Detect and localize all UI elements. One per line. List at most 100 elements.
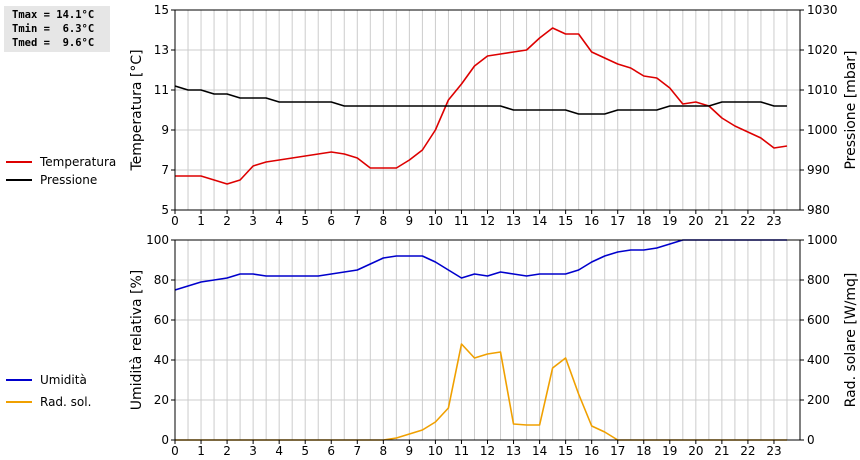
legend-item-pressione: Pressione [6, 171, 116, 189]
y2-tick-label: 200 [807, 393, 830, 407]
x-tick-label: 1 [197, 214, 205, 228]
x-tick-label: 15 [558, 214, 573, 228]
x-tick-label: 2 [223, 214, 231, 228]
y-tick-label: 15 [154, 3, 169, 17]
stat-tmed: Tmed = 9.6°C [12, 37, 95, 49]
x-tick-label: 16 [584, 444, 599, 458]
x-tick-label: 21 [714, 444, 729, 458]
series-line-pressione [174, 85, 787, 115]
legend-item-temperatura: Temperatura [6, 153, 116, 171]
x-tick-label: 4 [275, 444, 283, 458]
x-tick-label: 8 [380, 444, 388, 458]
x-tick-label: 20 [688, 214, 703, 228]
x-tick-label: 9 [406, 214, 414, 228]
series-line-rad-sol- [175, 343, 787, 441]
x-tick-label: 5 [301, 214, 309, 228]
x-tick-label: 23 [766, 214, 781, 228]
series-line-temperatura [175, 27, 788, 185]
y2-tick-label: 1010 [807, 83, 838, 97]
stat-tmin: Tmin = 6.3°C [12, 23, 95, 35]
y-tick-label: 11 [154, 83, 169, 97]
y2-tick-label: 1020 [807, 43, 838, 57]
x-tick-label: 0 [171, 214, 179, 228]
x-tick-label: 23 [766, 444, 781, 458]
x-tick-label: 14 [532, 444, 547, 458]
legend-label-temperatura: Temperatura [40, 155, 117, 169]
legend-label-umidita: Umidità [40, 373, 87, 387]
y-tick-label: 5 [161, 203, 169, 217]
y-tick-label: 20 [154, 393, 169, 407]
x-tick-label: 19 [662, 214, 677, 228]
y2-tick-label: 1030 [807, 3, 838, 17]
x-tick-label: 10 [428, 444, 443, 458]
series-line-umidit- [174, 239, 787, 291]
legend-swatch-temperatura [6, 161, 32, 163]
y-tick-label: 40 [154, 353, 169, 367]
legend-label-radsol: Rad. sol. [40, 395, 92, 409]
x-tick-label: 12 [480, 444, 495, 458]
x-tick-label: 3 [249, 214, 257, 228]
y-tick-label: 9 [161, 123, 169, 137]
x-tick-label: 22 [740, 214, 755, 228]
x-tick-label: 17 [610, 214, 625, 228]
y-tick-label: 0 [161, 433, 169, 447]
y2-tick-label: 0 [807, 433, 815, 447]
legend-item-radsol: Rad. sol. [6, 393, 91, 411]
x-tick-label: 9 [406, 444, 414, 458]
x-tick-label: 7 [353, 214, 361, 228]
x-tick-label: 22 [740, 444, 755, 458]
x-tick-label: 3 [249, 444, 257, 458]
y-tick-label: 60 [154, 313, 169, 327]
y2-tick-label: 800 [807, 273, 830, 287]
y2-tick-label: 600 [807, 313, 830, 327]
x-tick-label: 14 [532, 214, 547, 228]
x-tick-label: 12 [480, 214, 495, 228]
y-tick-label: 80 [154, 273, 169, 287]
x-tick-label: 17 [610, 444, 625, 458]
chart-bottom: 0 1 2 3 4 5 6 7 8 9 10 11 12 13 14 15 16 17 18 19 20 21 22 2302… [129, 233, 859, 458]
x-tick-label: 18 [636, 444, 651, 458]
x-tick-label: 13 [506, 214, 521, 228]
x-tick-label: 1 [197, 444, 205, 458]
y-axis-label: Temperatura [°C] [129, 49, 145, 171]
legend-swatch-pressione [6, 179, 32, 181]
x-tick-label: 16 [584, 214, 599, 228]
y-tick-label: 7 [161, 163, 169, 177]
x-tick-label: 7 [353, 444, 361, 458]
y-tick-label: 100 [146, 233, 169, 247]
y2-tick-label: 1000 [807, 233, 838, 247]
y2-tick-label: 980 [807, 203, 830, 217]
legend-label-pressione: Pressione [40, 173, 98, 187]
x-tick-label: 0 [171, 444, 179, 458]
x-tick-label: 20 [688, 444, 703, 458]
y2-tick-label: 990 [807, 163, 830, 177]
legend-swatch-umidita [6, 379, 32, 381]
x-tick-label: 8 [380, 214, 388, 228]
chart-top: 0 1 2 3 4 5 6 7 8 9 10 11 12 13 14 15 16 17 18 19 20 21 22 2357… [129, 3, 859, 228]
x-tick-label: 21 [714, 214, 729, 228]
legend-item-umidita: Umidità [6, 371, 91, 389]
x-tick-label: 4 [275, 214, 283, 228]
x-tick-label: 6 [327, 214, 335, 228]
x-tick-label: 13 [506, 444, 521, 458]
x-tick-label: 10 [428, 214, 443, 228]
y2-tick-label: 1000 [807, 123, 838, 137]
x-tick-label: 15 [558, 444, 573, 458]
x-tick-label: 5 [301, 444, 309, 458]
y2-axis-label: Rad. solare [W/mq] [843, 273, 859, 408]
x-tick-label: 6 [327, 444, 335, 458]
x-tick-label: 11 [454, 214, 469, 228]
y2-tick-label: 400 [807, 353, 830, 367]
legend-swatch-radsol [6, 401, 32, 403]
x-tick-label: 11 [454, 444, 469, 458]
stats-box: Tmax = 14.1°C Tmin = 6.3°C Tmed = 9.6°C [4, 6, 110, 52]
x-tick-label: 18 [636, 214, 651, 228]
x-tick-label: 2 [223, 444, 231, 458]
y2-axis-label: Pressione [mbar] [843, 50, 859, 169]
y-tick-label: 13 [154, 43, 169, 57]
stat-tmax: Tmax = 14.1°C [12, 9, 95, 21]
x-tick-label: 19 [662, 444, 677, 458]
y-axis-label: Umidità relativa [%] [129, 270, 145, 411]
legend-top: Temperatura Pressione [6, 153, 116, 189]
